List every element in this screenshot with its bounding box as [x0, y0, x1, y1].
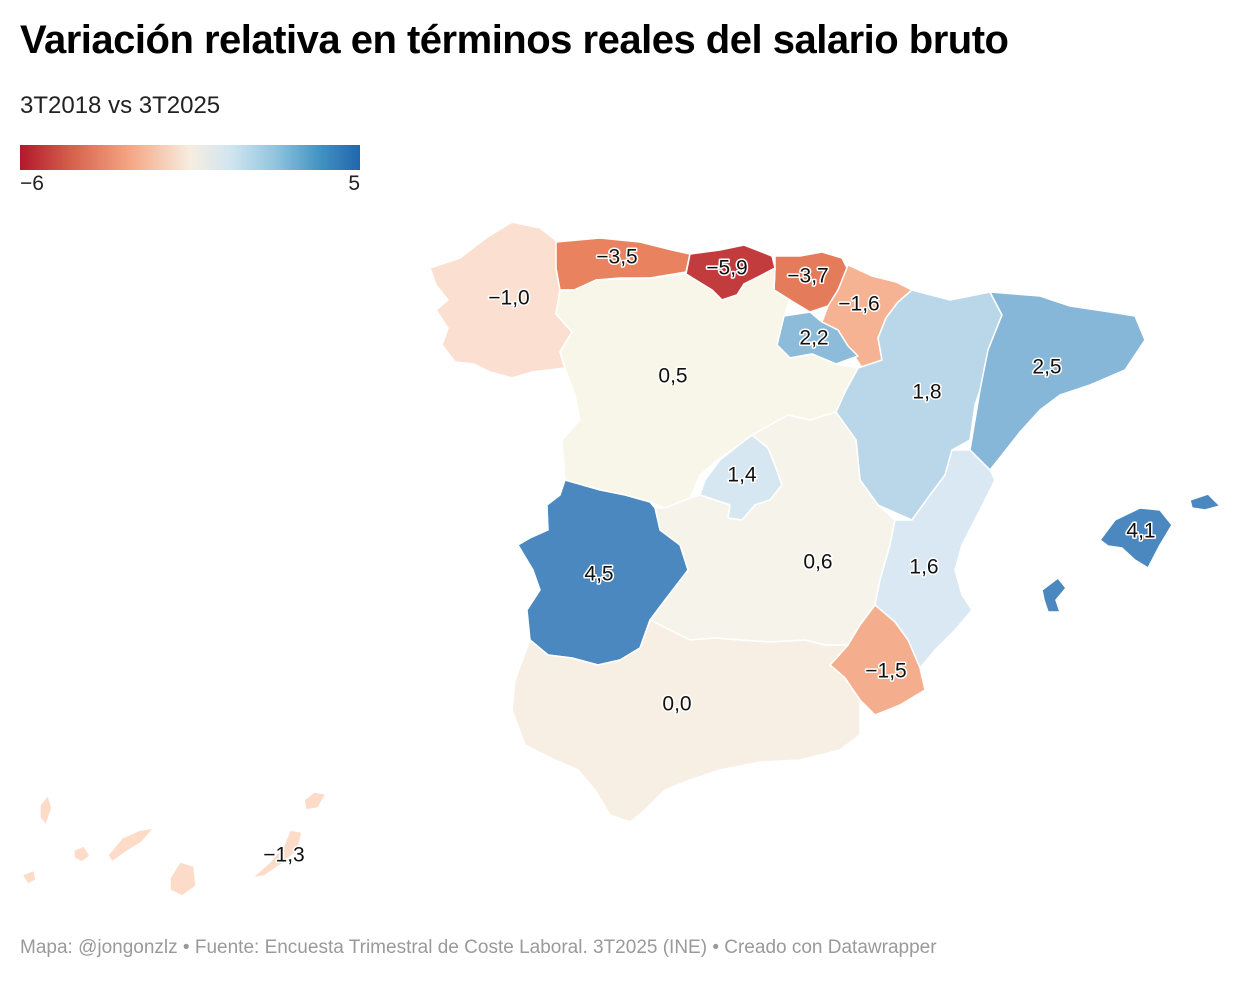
region-canarias[interactable]	[21, 791, 327, 897]
label-cataluna: 2,5	[1032, 356, 1061, 379]
label-illes-balears: 4,1	[1126, 520, 1155, 543]
label-galicia: −1,0	[488, 287, 529, 310]
label-cantabria: −5,9	[706, 257, 747, 280]
label-andalucia: 0,0	[662, 693, 691, 716]
label-navarra: −1,6	[838, 293, 879, 316]
label-madrid: 1,4	[727, 464, 757, 487]
map-subtitle: 3T2018 vs 3T2025	[20, 92, 221, 119]
region-illes-balears[interactable]	[1041, 493, 1221, 613]
legend-min-label: −6	[20, 172, 44, 195]
region-cataluna[interactable]	[969, 291, 1146, 471]
label-asturias: −3,5	[596, 246, 637, 269]
legend-labels: −6 5	[20, 170, 360, 196]
color-legend: −6 5	[20, 145, 360, 196]
label-castilla-y-leon: 0,5	[658, 365, 687, 388]
label-aragon: 1,8	[912, 381, 941, 404]
map-title: Variación relativa en términos reales de…	[20, 18, 1009, 62]
label-pais-vasco: −3,7	[787, 265, 828, 288]
choropleth-map-spain: −1,0 −3,5 −5,9 −3,7 −1,6 2,2 1,8 2,5 0,5 1,4 0,6 4,…	[21, 221, 1221, 897]
region-value-labels: −1,0 −3,5 −5,9 −3,7 −1,6 2,2 1,8 2,5 0,5 1,4 0,6 4,…	[262, 244, 1157, 868]
map-footer-credits: Mapa: @jongonzlz • Fuente: Encuesta Trim…	[20, 937, 937, 958]
legend-max-label: 5	[348, 172, 360, 195]
label-canarias: −1,3	[263, 844, 304, 867]
region-comunitat-valenciana[interactable]	[874, 449, 996, 669]
label-comunitat-valenciana: 1,6	[909, 556, 938, 579]
label-extremadura: 4,5	[584, 563, 613, 586]
label-la-rioja: 2,2	[799, 327, 828, 350]
label-castilla-la-mancha: 0,6	[803, 551, 832, 574]
label-region-de-murcia: −1,5	[865, 660, 906, 683]
region-andalucia[interactable]	[511, 619, 861, 823]
legend-gradient-bar	[20, 145, 360, 170]
